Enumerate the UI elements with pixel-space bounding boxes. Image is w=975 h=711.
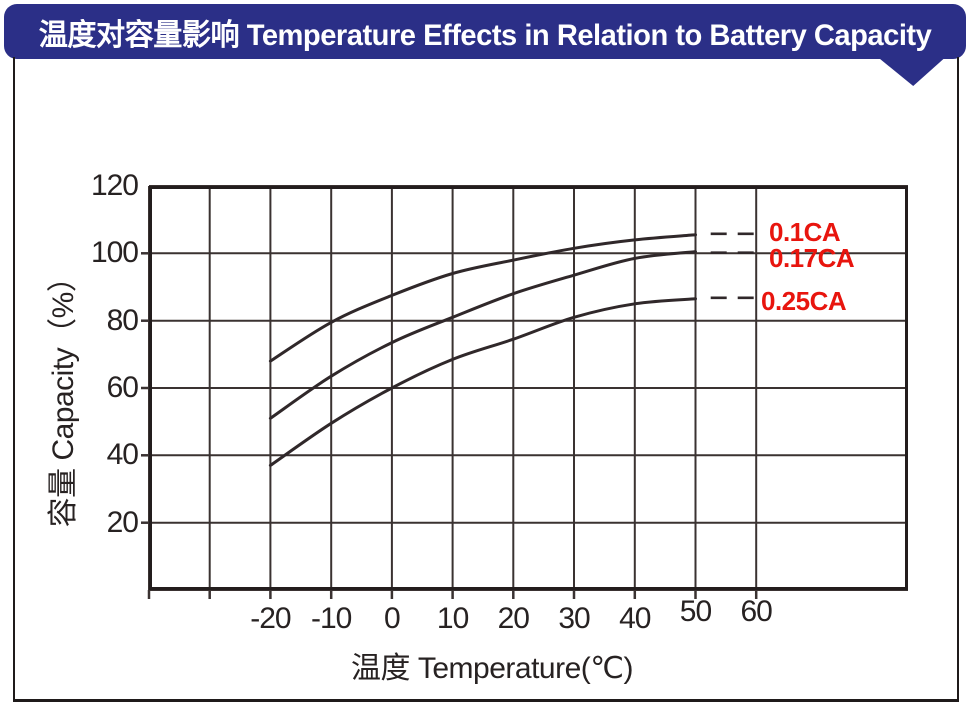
x-tick-label: 50 (679, 595, 712, 628)
series-label-0.25CA: 0.25CA (761, 286, 847, 317)
x-tick-label: -20 (250, 602, 291, 635)
chart-plot-area (141, 185, 908, 599)
y-tick-label: 120 (90, 169, 139, 202)
y-tick-label: 20 (106, 505, 139, 539)
y-tick-label: 100 (90, 236, 139, 270)
y-axis-title: 容量 Capacity（%） (47, 262, 80, 528)
curve-0.17CA (268, 250, 697, 420)
curve-0.25CA (268, 297, 697, 467)
x-tick-label: 0 (384, 602, 401, 635)
chart-canvas (141, 185, 908, 599)
x-tick-label: 40 (619, 602, 651, 635)
x-axis-title: 温度 Temperature(℃) (351, 652, 633, 685)
x-tick-label: 20 (497, 602, 530, 635)
series-label-0.17CA: 0.17CA (769, 242, 855, 273)
x-tick-label: -10 (310, 602, 352, 635)
series-label-0.1CA: 0.1CA (769, 217, 841, 248)
x-tick-label: 10 (436, 602, 469, 635)
y-tick-label: 80 (106, 303, 139, 337)
content-frame (13, 57, 959, 702)
page-title: 温度对容量影响 Temperature Effects in Relation … (38, 18, 932, 52)
x-tick-label: 30 (558, 602, 590, 635)
curve-0.1CA (268, 233, 697, 363)
y-tick-label: 60 (106, 371, 139, 404)
y-tick-label: 40 (106, 438, 139, 472)
title-banner: 温度对容量影响 Temperature Effects in Relation … (4, 4, 966, 59)
plot-border (149, 186, 908, 590)
x-tick-label: 60 (740, 595, 773, 628)
